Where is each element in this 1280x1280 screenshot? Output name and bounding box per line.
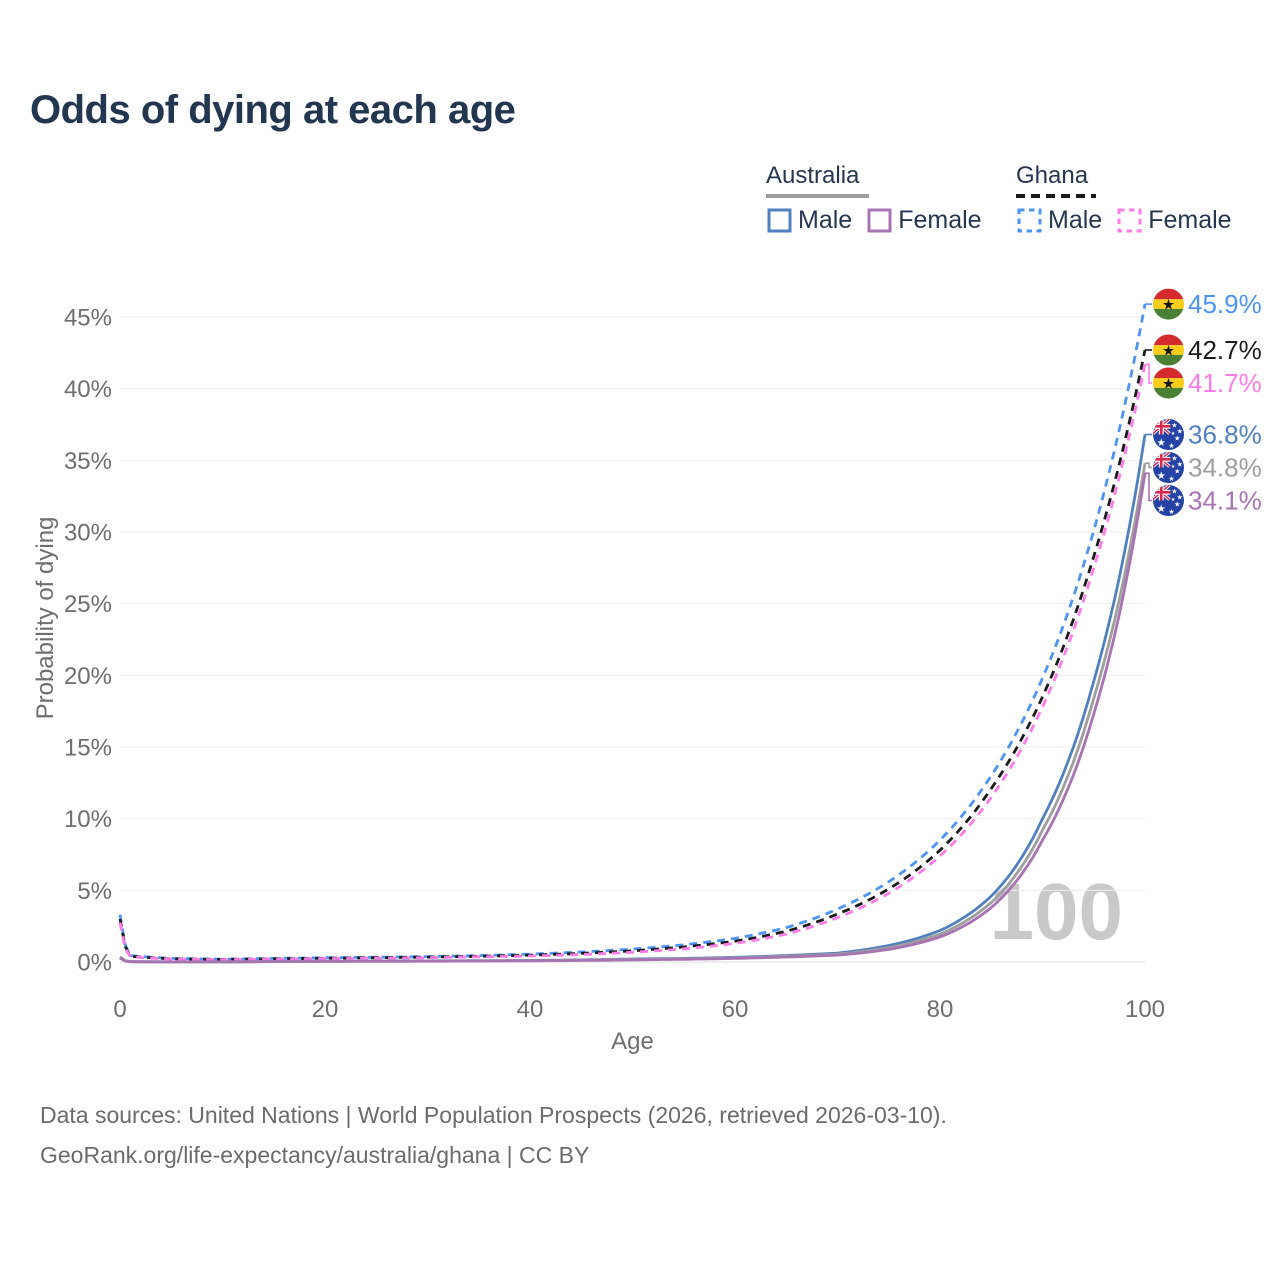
legend-item-ghana-female[interactable]: Female — [1116, 206, 1232, 235]
ghana-flag-icon — [1153, 368, 1184, 399]
ghana-dashed-line-swatch — [1016, 194, 1096, 198]
y-axis-title: Probability of dying — [32, 516, 59, 720]
end-value-label-australia-male: 36.8% — [1188, 420, 1262, 450]
legend-item-label: Female — [898, 206, 982, 234]
y-tick-label: 10% — [64, 806, 112, 833]
ghana-male-swatch-icon — [1017, 208, 1042, 233]
australia-female-swatch-icon — [867, 208, 892, 233]
australia-solid-line-swatch — [766, 194, 869, 198]
x-axis-title: Age — [611, 1028, 654, 1055]
legend-item-ghana-male[interactable]: Male — [1016, 206, 1102, 235]
data-sources-line: Data sources: United Nations | World Pop… — [40, 1102, 947, 1128]
y-tick-label: 20% — [64, 663, 112, 690]
y-tick-label: 45% — [64, 305, 112, 332]
x-tick-label: 40 — [517, 996, 544, 1023]
series-line-australia-total — [119, 462, 1147, 964]
x-tick-label: 0 — [113, 996, 126, 1023]
x-tick-label: 80 — [927, 996, 954, 1023]
legend-item-australia-male[interactable]: Male — [766, 206, 852, 235]
y-tick-label: 35% — [64, 448, 112, 475]
end-value-label-australia-total: 34.8% — [1188, 453, 1262, 483]
legend-country-ghana[interactable]: Ghana — [1016, 162, 1089, 189]
end-value-label-ghana-female: 41.7% — [1188, 368, 1262, 398]
x-tick-label: 100 — [1125, 996, 1165, 1023]
legend-group-australia: Australia Male Female — [766, 162, 982, 235]
australia-flag-icon — [1152, 418, 1184, 450]
attribution-line: GeoRank.org/life-expectancy/australia/gh… — [40, 1142, 590, 1168]
page-title: Odds of dying at each age — [30, 88, 516, 132]
x-tick-label: 20 — [312, 996, 339, 1023]
y-tick-label: 25% — [64, 591, 112, 618]
legend-item-label: Male — [1048, 206, 1103, 234]
y-tick-label: 0% — [77, 950, 112, 977]
x-tick-label: 60 — [722, 996, 749, 1023]
legend-country-australia[interactable]: Australia — [766, 162, 860, 189]
end-value-label-ghana-total: 42.7% — [1188, 335, 1262, 365]
australia-male-swatch-icon — [767, 208, 792, 233]
legend-item-label: Female — [1148, 206, 1232, 234]
end-label-connector — [1145, 462, 1152, 469]
ghana-flag-icon — [1153, 335, 1184, 366]
legend-row-australia: Male Female — [766, 206, 982, 235]
y-tick-label: 15% — [64, 735, 112, 762]
y-tick-label: 40% — [64, 376, 112, 403]
legend-row-ghana: Male Female — [1016, 206, 1232, 235]
series-line-australia-male — [119, 434, 1147, 964]
series-line-ghana-total — [118, 349, 1147, 961]
legend-item-label: Male — [798, 206, 853, 234]
legend-item-australia-female[interactable]: Female — [866, 206, 982, 235]
ghana-flag-icon — [1153, 289, 1184, 320]
australia-flag-icon — [1152, 451, 1184, 483]
end-label-connector — [1145, 363, 1152, 384]
ghana-female-swatch-icon — [1117, 208, 1142, 233]
series-line-australia-female — [119, 472, 1147, 964]
y-tick-label: 30% — [64, 520, 112, 547]
series-line-ghana-female — [118, 364, 1147, 962]
end-label-connector — [1145, 472, 1152, 502]
end-value-label-ghana-male: 45.9% — [1188, 289, 1262, 319]
legend-group-ghana: Ghana Male Female — [1016, 162, 1232, 235]
series-line-ghana-male — [118, 303, 1147, 961]
australia-flag-icon — [1152, 484, 1184, 516]
y-tick-label: 5% — [77, 878, 112, 905]
end-value-label-australia-female: 34.1% — [1188, 486, 1262, 516]
